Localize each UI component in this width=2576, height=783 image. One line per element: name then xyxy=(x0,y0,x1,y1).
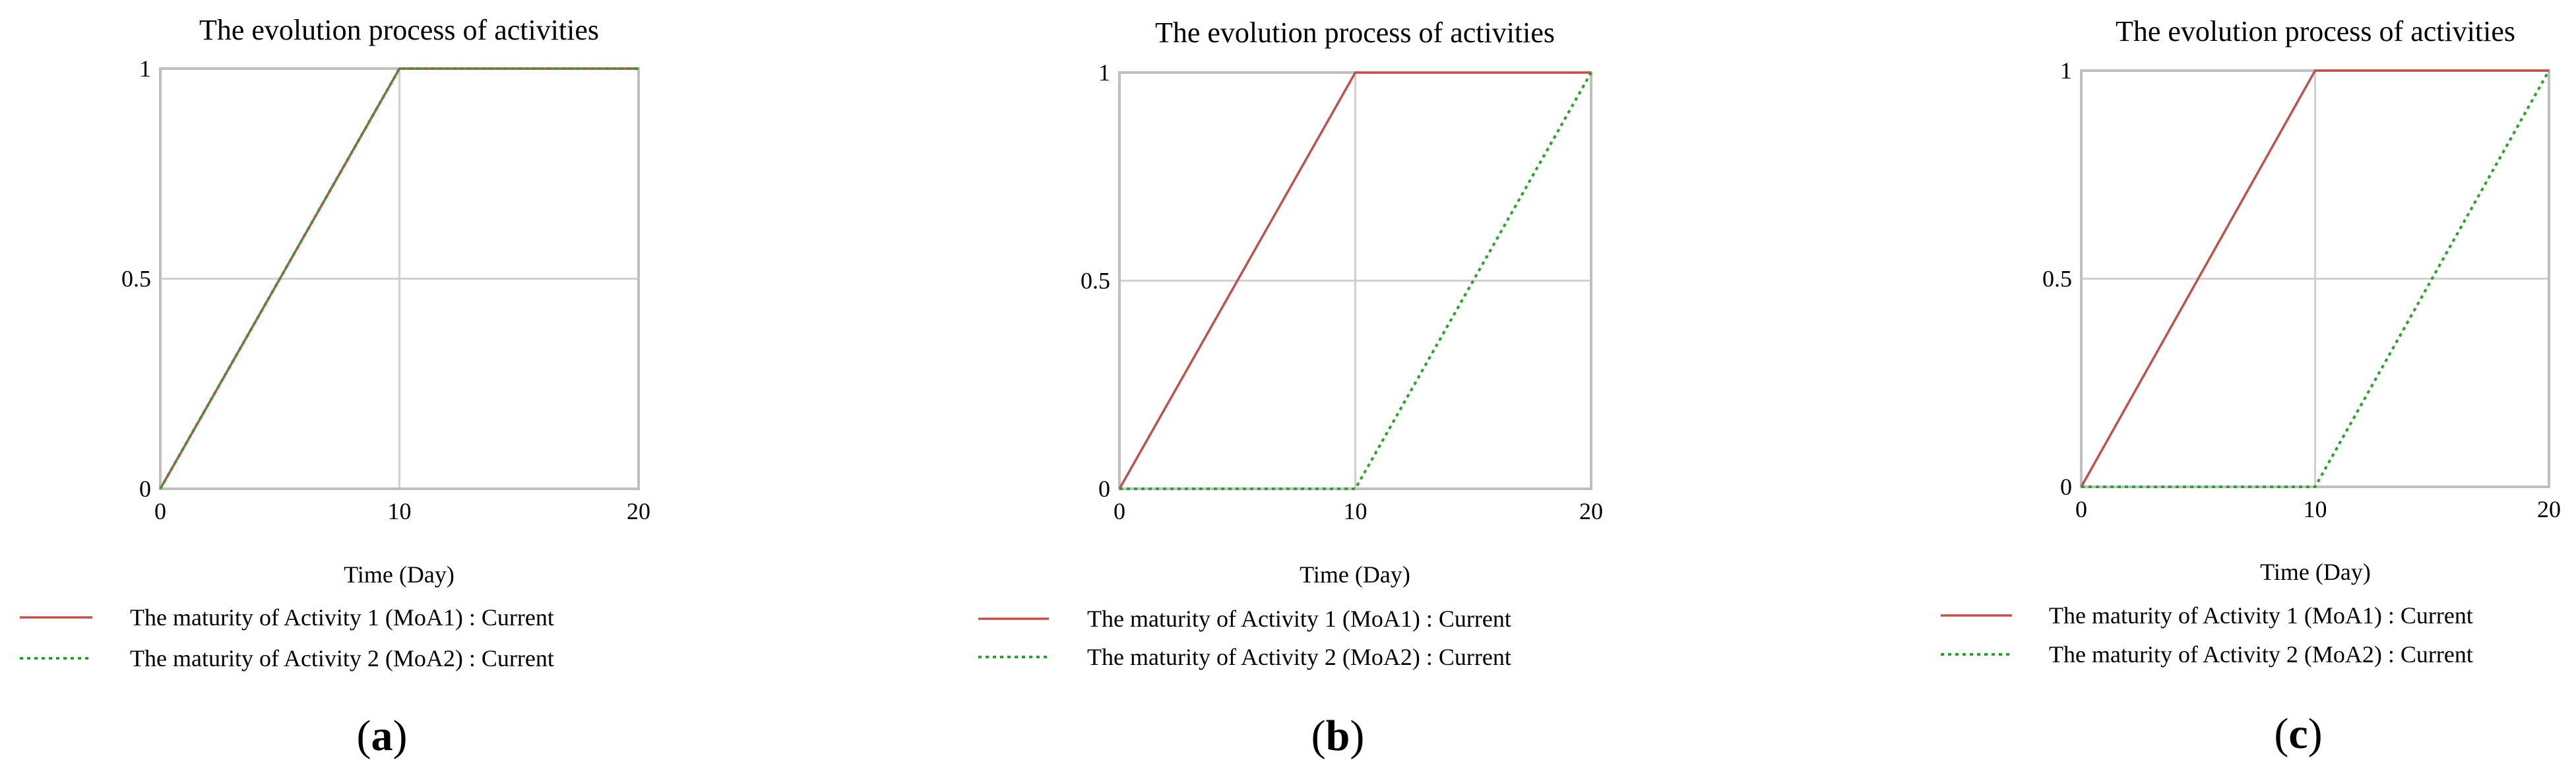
y-tick-label: 0 xyxy=(139,476,151,502)
series-line-2 xyxy=(1119,72,1592,490)
series-line-1 xyxy=(2080,69,2549,487)
chart-panel-2: The evolution process of activities 0 0.5 1… xyxy=(978,16,1603,760)
chart-panel-1: The evolution process of activities 0 0.5 1… xyxy=(20,14,650,760)
x-tick-label: 0 xyxy=(1114,498,1125,524)
y-tick-label: 0.5 xyxy=(2042,266,2072,292)
subfigure-label: (a) xyxy=(357,712,408,760)
y-tick-label: 0.5 xyxy=(1081,268,1110,294)
x-tick-label: 10 xyxy=(1344,498,1367,524)
legend-label-1: The maturity of Activity 1 (MoA1) : Curr… xyxy=(130,604,554,631)
subfigure-label: (b) xyxy=(1311,712,1365,760)
x-tick-label: 10 xyxy=(2304,496,2327,522)
y-tick-label: 0 xyxy=(1098,476,1110,502)
chart-title: The evolution process of activities xyxy=(2116,15,2515,47)
subfigure-label-close: ) xyxy=(393,712,408,760)
y-tick-label: 0 xyxy=(2060,474,2072,500)
subfigure-label-letter: a xyxy=(371,712,393,760)
subfigure-label-open: ( xyxy=(1311,712,1326,760)
legend-label-1: The maturity of Activity 1 (MoA1) : Curr… xyxy=(2049,602,2473,629)
subfigure-label-open: ( xyxy=(2274,710,2288,758)
legend-label-2: The maturity of Activity 2 (MoA2) : Curr… xyxy=(130,645,554,672)
x-tick-label: 20 xyxy=(2537,496,2561,522)
subfigure-label-open: ( xyxy=(357,712,371,760)
series-line-2 xyxy=(159,67,639,489)
x-tick-label: 20 xyxy=(627,498,650,524)
x-tick-label: 20 xyxy=(1579,498,1603,524)
chart-panel-3: The evolution process of activities 0 0.5 1… xyxy=(1941,15,2561,758)
subfigure-label: (c) xyxy=(2274,710,2322,758)
y-tick-label: 0.5 xyxy=(121,266,151,292)
x-axis-label: Time (Day) xyxy=(1300,561,1410,588)
y-tick-label: 1 xyxy=(1098,59,1110,86)
x-tick-label: 0 xyxy=(2075,496,2087,522)
subfigure-label-letter: c xyxy=(2288,710,2308,758)
legend-label-2: The maturity of Activity 2 (MoA2) : Curr… xyxy=(1087,644,1511,670)
y-tick-label: 1 xyxy=(2060,57,2072,84)
chart-title: The evolution process of activities xyxy=(199,14,599,46)
y-tick-label: 1 xyxy=(139,55,151,82)
subfigure-label-close: ) xyxy=(1350,712,1364,760)
legend-label-1: The maturity of Activity 1 (MoA1) : Curr… xyxy=(1087,606,1511,632)
series-line-2 xyxy=(2081,70,2550,488)
legend-label-2: The maturity of Activity 2 (MoA2) : Curr… xyxy=(2049,641,2473,668)
subfigure-label-close: ) xyxy=(2308,710,2323,758)
x-axis-label: Time (Day) xyxy=(2260,559,2371,585)
x-tick-label: 10 xyxy=(388,498,412,524)
series-line-1 xyxy=(1118,71,1591,489)
chart-title: The evolution process of activities xyxy=(1155,16,1555,49)
x-axis-label: Time (Day) xyxy=(344,561,455,588)
subfigure-label-letter: b xyxy=(1326,712,1350,760)
x-tick-label: 0 xyxy=(154,498,166,524)
